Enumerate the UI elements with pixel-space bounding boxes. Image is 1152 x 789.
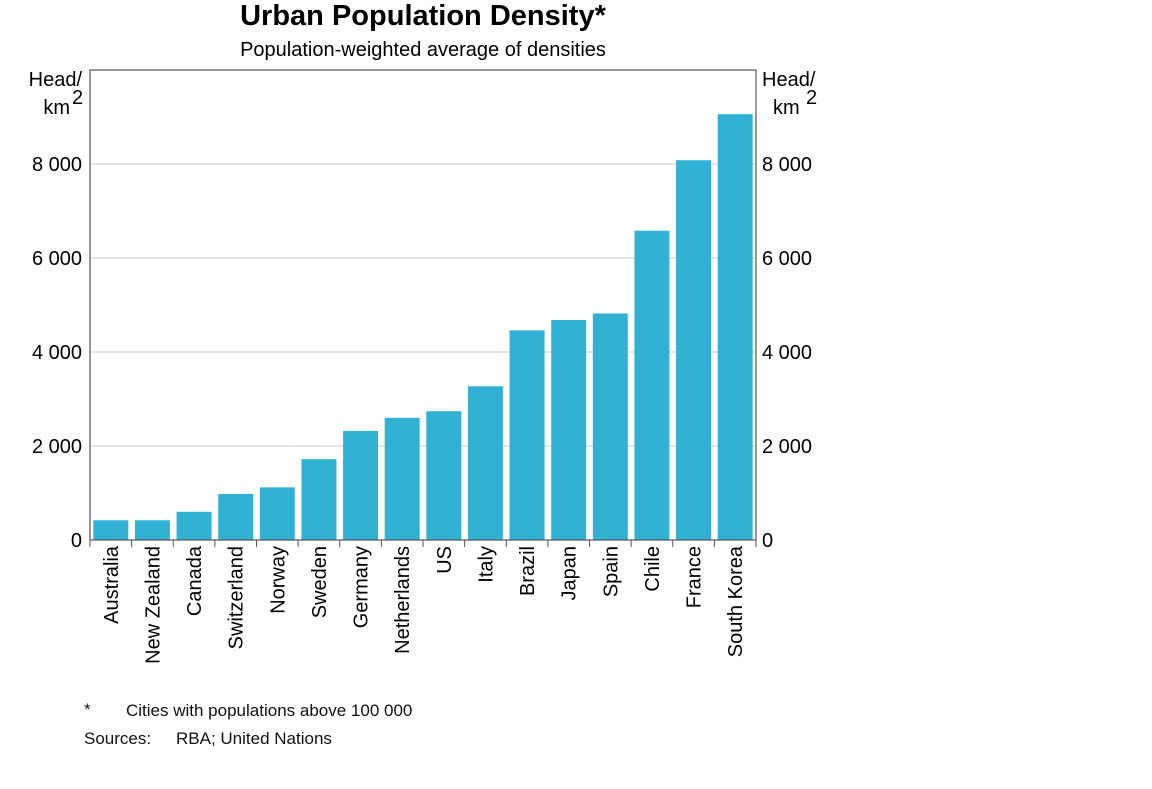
x-tick-label: Netherlands (392, 546, 414, 654)
x-tick-label: France (684, 546, 706, 608)
x-tick-label: Brazil (517, 546, 539, 596)
y-tick-label-left: 8 000 (32, 154, 82, 176)
bar-sweden (301, 459, 337, 540)
x-tick-label: Germany (351, 546, 373, 628)
x-tick-label: South Korea (725, 545, 747, 657)
x-tick-label: Norway (267, 546, 289, 614)
x-tick-label: Sweden (309, 546, 331, 618)
bar-spain (592, 313, 628, 540)
left-unit-line1: Head/ (29, 69, 83, 91)
bar-canada (176, 511, 212, 540)
bar-netherlands (384, 417, 420, 540)
y-tick-label-left: 6 000 (32, 248, 82, 270)
x-tick-label: Chile (642, 546, 664, 592)
bar-australia (93, 520, 129, 540)
footnote-text: Cities with populations above 100 000 (126, 701, 413, 720)
right-unit-line2: km (773, 97, 800, 119)
x-tick-label: Spain (600, 546, 622, 597)
x-tick-label: Italy (475, 546, 497, 583)
x-tick-label: Switzerland (226, 546, 248, 649)
y-tick-label-right: 4 000 (762, 342, 812, 364)
bar-italy (467, 386, 503, 540)
left-unit-line2: km (43, 97, 70, 119)
y-axis-left-labels: 0 2 000 4 000 6 000 8 000 (32, 154, 82, 552)
x-tick-label: Japan (559, 546, 581, 601)
bar-france (676, 160, 712, 541)
bars (93, 114, 753, 541)
y-tick-label-right: 0 (762, 530, 773, 552)
chart-subtitle: Population-weighted average of densities (240, 39, 606, 61)
y-tick-label-right: 6 000 (762, 248, 812, 270)
bar-norway (259, 487, 295, 540)
sources-text: RBA; United Nations (176, 729, 332, 748)
left-unit-sup: 2 (72, 87, 83, 109)
bar-germany (343, 430, 379, 540)
y-tick-label-left: 2 000 (32, 436, 82, 458)
x-tick-label: Australia (101, 545, 123, 624)
bar-brazil (509, 330, 545, 540)
y-tick-label-right: 2 000 (762, 436, 812, 458)
chart-title: Urban Population Density* (240, 0, 606, 32)
x-tick-label: Canada (184, 545, 206, 616)
bar-japan (551, 320, 587, 540)
bar-new-zealand (134, 520, 170, 540)
x-tick-label: New Zealand (142, 546, 164, 664)
tick-marks (89, 540, 757, 547)
right-unit-sup: 2 (806, 87, 817, 109)
y-tick-label-left: 4 000 (32, 342, 82, 364)
right-unit-line1: Head/ (762, 69, 816, 91)
x-axis-labels: Australia New Zealand Canada Switzerland Nor… (101, 545, 747, 664)
y-tick-label-right: 8 000 (762, 154, 812, 176)
y-tick-label-left: 0 (71, 530, 82, 552)
bar-south-korea (717, 114, 753, 541)
sources-label: Sources: (84, 729, 152, 748)
bar-chile (634, 230, 670, 541)
bar-us (426, 411, 462, 540)
footnote-marker: * (84, 700, 91, 719)
bar-switzerland (218, 493, 254, 540)
x-tick-label: US (434, 546, 456, 574)
y-axis-right-labels: 0 2 000 4 000 6 000 8 000 (762, 154, 812, 552)
